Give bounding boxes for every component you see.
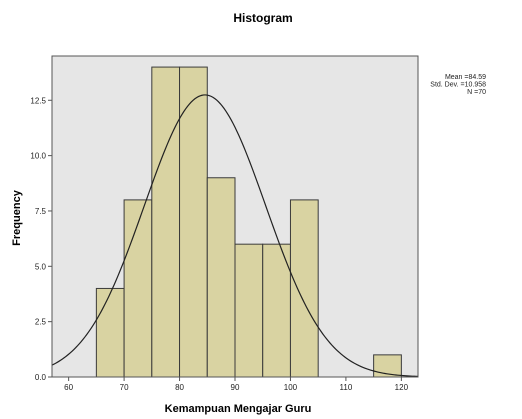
y-tick-label: 2.5: [35, 318, 47, 327]
x-tick-label: 90: [231, 383, 240, 392]
x-tick-label: 110: [340, 383, 353, 392]
y-tick-label: 12.5: [30, 96, 46, 105]
x-tick-label: 100: [284, 383, 298, 392]
normal-curve: [51, 94, 419, 377]
x-tick-label: 120: [395, 383, 409, 392]
chart-title: Histogram: [233, 11, 292, 25]
stat-std-dev: Std. Dev. =10.958: [430, 82, 486, 89]
y-tick-label: 10.0: [30, 152, 46, 161]
stat-mean: Mean =84.59: [445, 74, 486, 81]
x-tick-label: 70: [120, 383, 129, 392]
y-tick-label: 0.0: [35, 373, 47, 382]
y-tick-label: 5.0: [35, 262, 47, 271]
histogram-bar-7: [262, 243, 291, 378]
histogram-bar-4: [179, 66, 208, 378]
y-axis-label: Frequency: [11, 189, 23, 246]
histogram-bar-1: [95, 287, 125, 378]
x-tick-label: 60: [64, 383, 73, 392]
stat-n: N =70: [467, 89, 486, 96]
y-tick-label: 7.5: [35, 207, 47, 216]
histogram-bar-6: [234, 243, 264, 378]
stats-box: Mean =84.59 Std. Dev. =10.958 N =70: [430, 74, 486, 96]
histogram-bar-2: [123, 199, 153, 378]
x-axis-label: Kemampuan Mengajar Guru: [165, 403, 312, 415]
histogram-bar-5: [206, 177, 236, 378]
x-tick-label: 80: [175, 383, 184, 392]
histogram-bar-3: [151, 66, 181, 378]
histogram-bar-8: [289, 199, 319, 378]
